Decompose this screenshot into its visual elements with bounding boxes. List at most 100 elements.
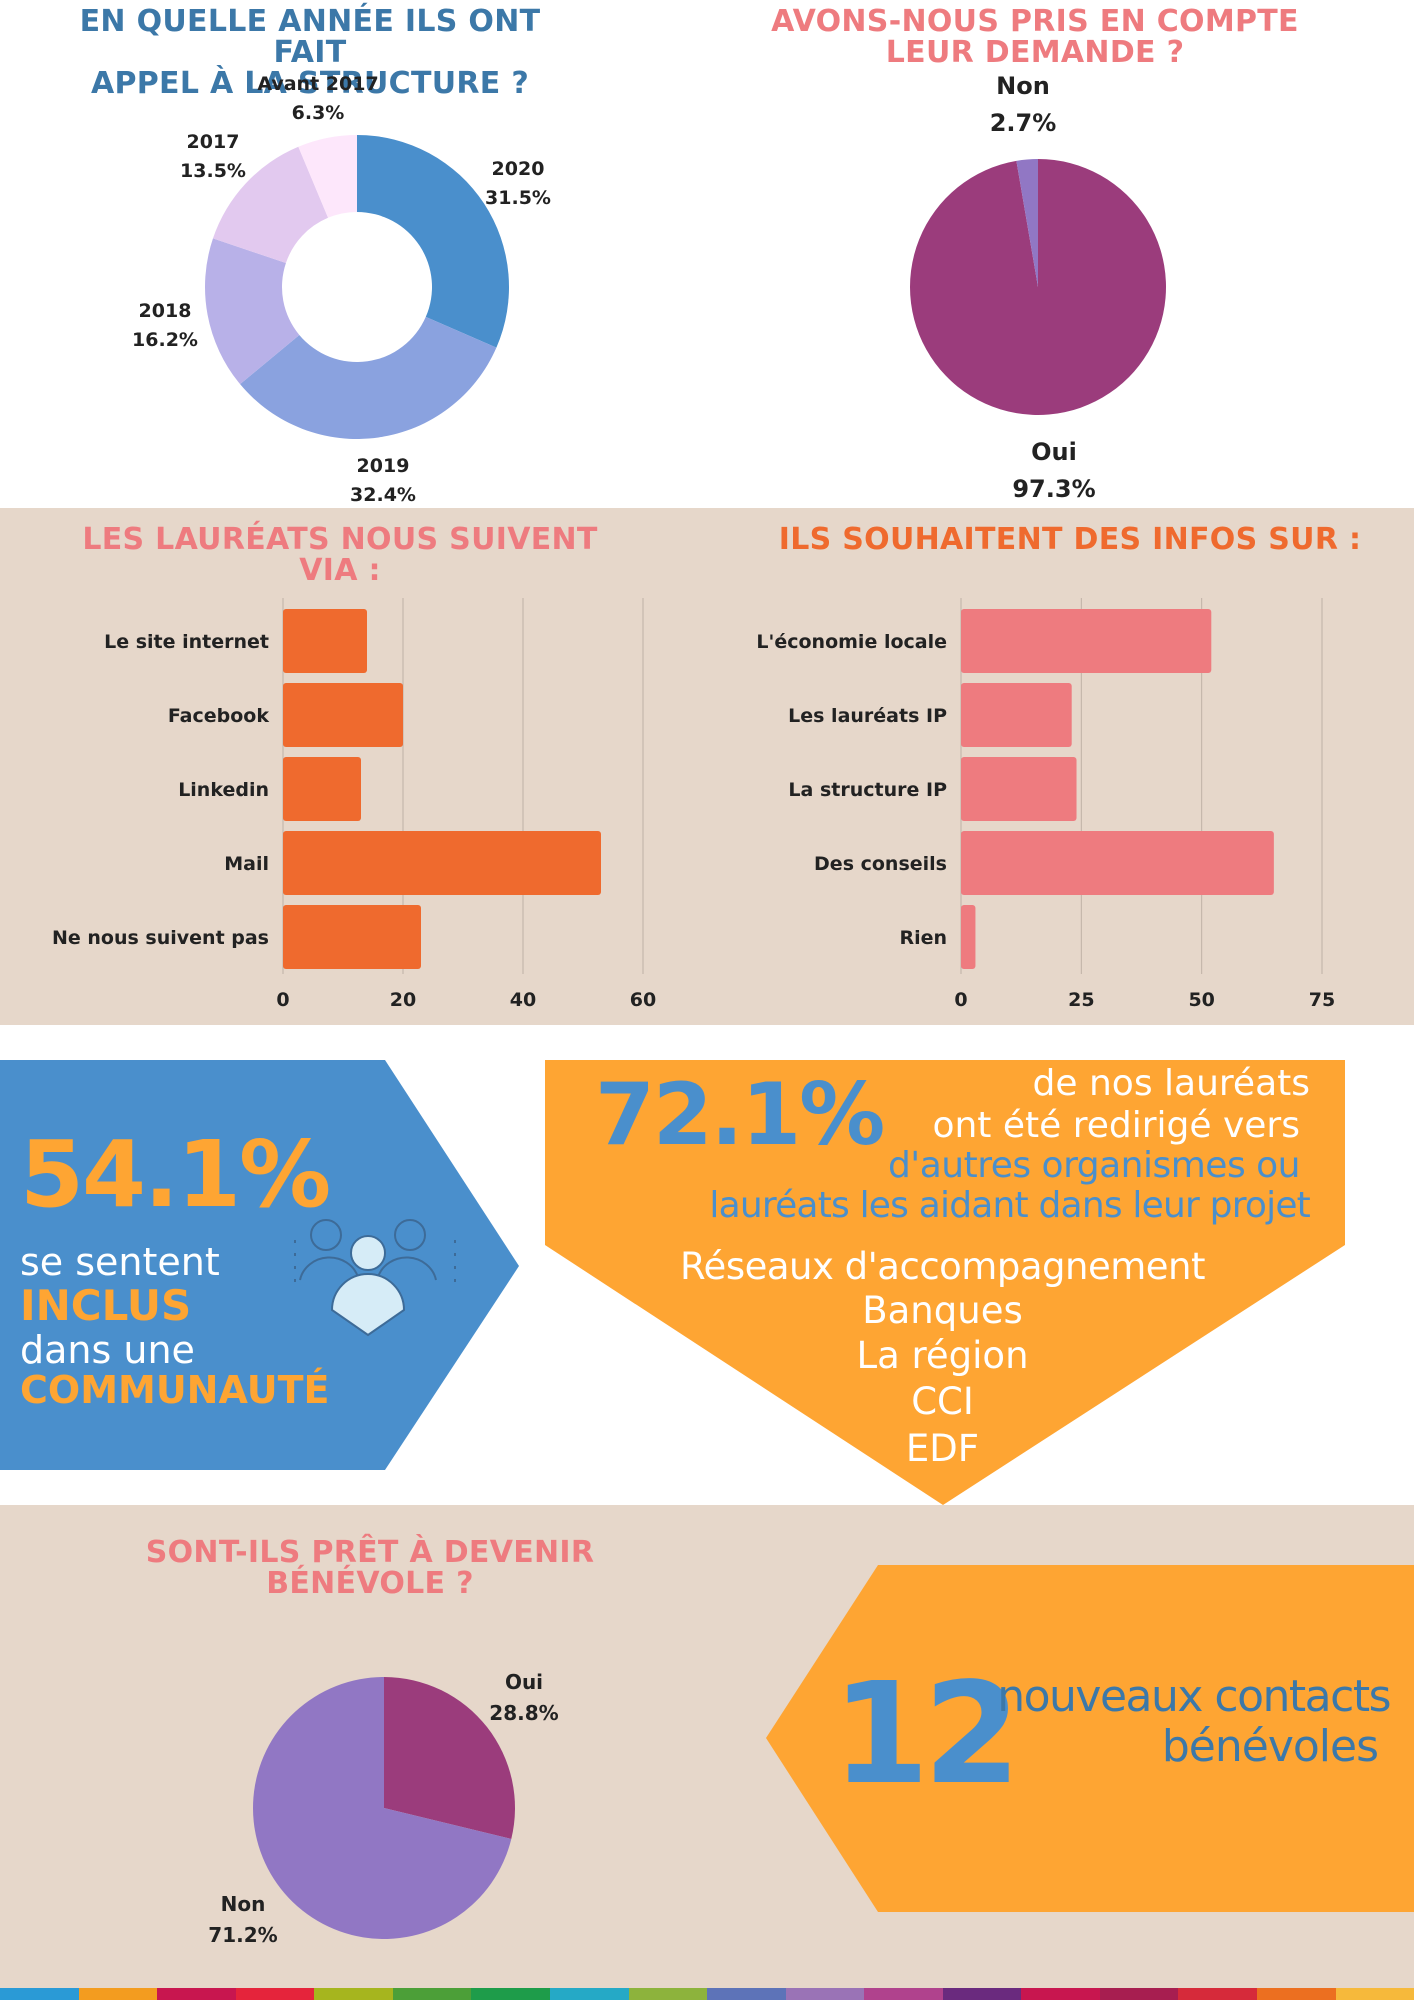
suivent-category-label: Mail xyxy=(224,853,269,875)
contacts-line2: bénévoles xyxy=(1161,1721,1379,1772)
organisme-item: EDF xyxy=(905,1427,980,1470)
inclus-line2: INCLUS xyxy=(20,1281,192,1330)
benevole-value-label: 71.2% xyxy=(208,1923,277,1947)
annee-slice xyxy=(298,135,357,218)
infos-bar xyxy=(961,609,1212,673)
demande-category-label: Oui xyxy=(1031,438,1077,466)
suivent-tick-label: 40 xyxy=(510,989,536,1010)
bar-suivent-chart: 0 20 40 60 Le site internet Facebook Linkedin M… xyxy=(52,598,656,1010)
ribbon-segment xyxy=(1178,1988,1257,2000)
ribbon-segment xyxy=(864,1988,943,2000)
infos-category-label: La structure IP xyxy=(788,779,947,801)
demande-value-label: 97.3% xyxy=(1012,475,1095,503)
suivent-title-line1: LES LAURÉATS NOUS SUIVENT xyxy=(82,522,598,557)
ribbon-segment xyxy=(157,1988,236,2000)
ribbon-segment xyxy=(628,1988,708,2000)
ribbon-segment xyxy=(1021,1988,1100,2000)
bar-charts-band xyxy=(0,508,1414,1025)
suivent-bar xyxy=(283,831,601,895)
ribbon-segment xyxy=(78,1988,158,2000)
ribbon-segment xyxy=(0,1988,79,2000)
suivent-tick-label: 20 xyxy=(390,989,416,1010)
inclus-panel-shape xyxy=(0,1060,519,1470)
demande-slice xyxy=(910,159,1166,416)
suivent-title-line2: VIA : xyxy=(299,553,381,588)
benevole-title-line2: BÉNÉVOLE ? xyxy=(266,1566,474,1601)
annee-slice xyxy=(212,146,329,264)
benevole-category-label: Non xyxy=(221,1892,266,1916)
donut-annee-chart: 2020 31.5% 2019 32.4% 2018 16.2% 2017 13.5% Avan… xyxy=(132,73,551,506)
suivent-category-label: Linkedin xyxy=(178,779,269,801)
bar-infos-chart: 0 25 50 75 L'économie locale Les lauréats IP L… xyxy=(756,598,1335,1010)
demande-title: AVONS-NOUS PRIS EN COMPTE LEUR DEMANDE ? xyxy=(745,6,1325,68)
suivent-tick-label: 0 xyxy=(276,989,289,1010)
annee-title: EN QUELLE ANNÉE ILS ONT FAIT APPEL À LA … xyxy=(40,6,580,99)
ribbon-segment xyxy=(549,1988,629,2000)
infos-category-label: Les lauréats IP xyxy=(788,705,947,727)
pie-demande-chart: Oui 97.3% Non 2.7% xyxy=(910,72,1166,503)
ribbon-segment xyxy=(471,1988,550,2000)
redirige-panel-shape xyxy=(545,1060,1345,1505)
infos-bar xyxy=(961,683,1072,747)
annee-title-line2: APPEL À LA STRUCTURE ? xyxy=(90,66,530,101)
infos-bar xyxy=(961,757,1077,821)
infos-category-label: Rien xyxy=(899,927,947,949)
annee-title-line1: EN QUELLE ANNÉE ILS ONT FAIT xyxy=(79,4,541,70)
inclus-panel xyxy=(0,1060,519,1470)
color-ribbon xyxy=(0,1988,1414,2000)
annee-value-label: 16.2% xyxy=(132,329,198,351)
infos-bar xyxy=(961,905,976,969)
annee-category-label: Avant 2017 xyxy=(257,73,378,95)
ribbon-segment xyxy=(1099,1988,1179,2000)
annee-value-label: 6.3% xyxy=(292,102,345,124)
organisme-item: Réseaux d'accompagnement xyxy=(680,1245,1205,1288)
ribbon-segment xyxy=(235,1988,315,2000)
annee-category-label: 2017 xyxy=(187,131,240,153)
annee-category-label: 2020 xyxy=(492,158,545,180)
ribbon-segment xyxy=(707,1988,786,2000)
suivent-title: LES LAURÉATS NOUS SUIVENT VIA : xyxy=(60,524,620,586)
suivent-bar xyxy=(283,609,367,673)
benevole-title: SONT-ILS PRÊT À DEVENIR BÉNÉVOLE ? xyxy=(90,1537,650,1599)
infos-category-label: L'économie locale xyxy=(756,631,947,653)
annee-value-label: 32.4% xyxy=(350,484,416,506)
organismes-list: Réseaux d'accompagnement Banques La régi… xyxy=(650,1245,1235,1473)
suivent-bar xyxy=(283,683,403,747)
benevole-category-label: Oui xyxy=(505,1670,543,1694)
contacts-panel-shape xyxy=(766,1565,1414,1912)
contacts-line1: nouveaux contacts xyxy=(997,1671,1391,1722)
redirige-line2: ont été redirigé vers xyxy=(932,1105,1300,1146)
ribbon-segment xyxy=(392,1988,472,2000)
infos-tick-label: 25 xyxy=(1068,989,1094,1010)
annee-slice xyxy=(205,238,300,385)
redirige-panel xyxy=(545,1060,1345,1505)
annee-value-label: 31.5% xyxy=(485,187,551,209)
infos-tick-label: 50 xyxy=(1188,989,1214,1010)
redirige-line3: d'autres organismes ou xyxy=(887,1145,1301,1186)
demande-category-label: Non xyxy=(996,72,1050,100)
benevole-value-label: 28.8% xyxy=(489,1701,558,1725)
infos-tick-label: 0 xyxy=(954,989,967,1010)
annee-category-label: 2018 xyxy=(139,300,192,322)
ribbon-segment xyxy=(942,1988,1022,2000)
inclus-line1: se sentent xyxy=(20,1240,220,1284)
ribbon-segment xyxy=(314,1988,393,2000)
suivent-tick-label: 60 xyxy=(630,989,656,1010)
demande-title-line2: LEUR DEMANDE ? xyxy=(885,35,1185,70)
demande-title-line1: AVONS-NOUS PRIS EN COMPTE xyxy=(771,4,1299,39)
demande-slice xyxy=(1016,159,1038,287)
annee-slice xyxy=(240,316,497,439)
annee-value-label: 13.5% xyxy=(180,160,246,182)
infos-title: ILS SOUHAITENT DES INFOS SUR : xyxy=(770,524,1370,555)
redirige-line4: lauréats les aidant dans leur projet xyxy=(709,1185,1310,1226)
infos-title-line1: ILS SOUHAITENT DES INFOS SUR : xyxy=(778,522,1362,557)
suivent-category-label: Le site internet xyxy=(104,631,269,653)
infos-category-label: Des conseils xyxy=(814,853,947,875)
contacts-panel xyxy=(766,1565,1414,1912)
organisme-item: CCI xyxy=(911,1380,974,1423)
demande-value-label: 2.7% xyxy=(990,109,1057,137)
infos-tick-label: 75 xyxy=(1309,989,1335,1010)
redirige-percent: 72.1% xyxy=(595,1065,885,1165)
benevole-slice xyxy=(252,1677,512,1939)
suivent-category-label: Ne nous suivent pas xyxy=(52,927,269,949)
